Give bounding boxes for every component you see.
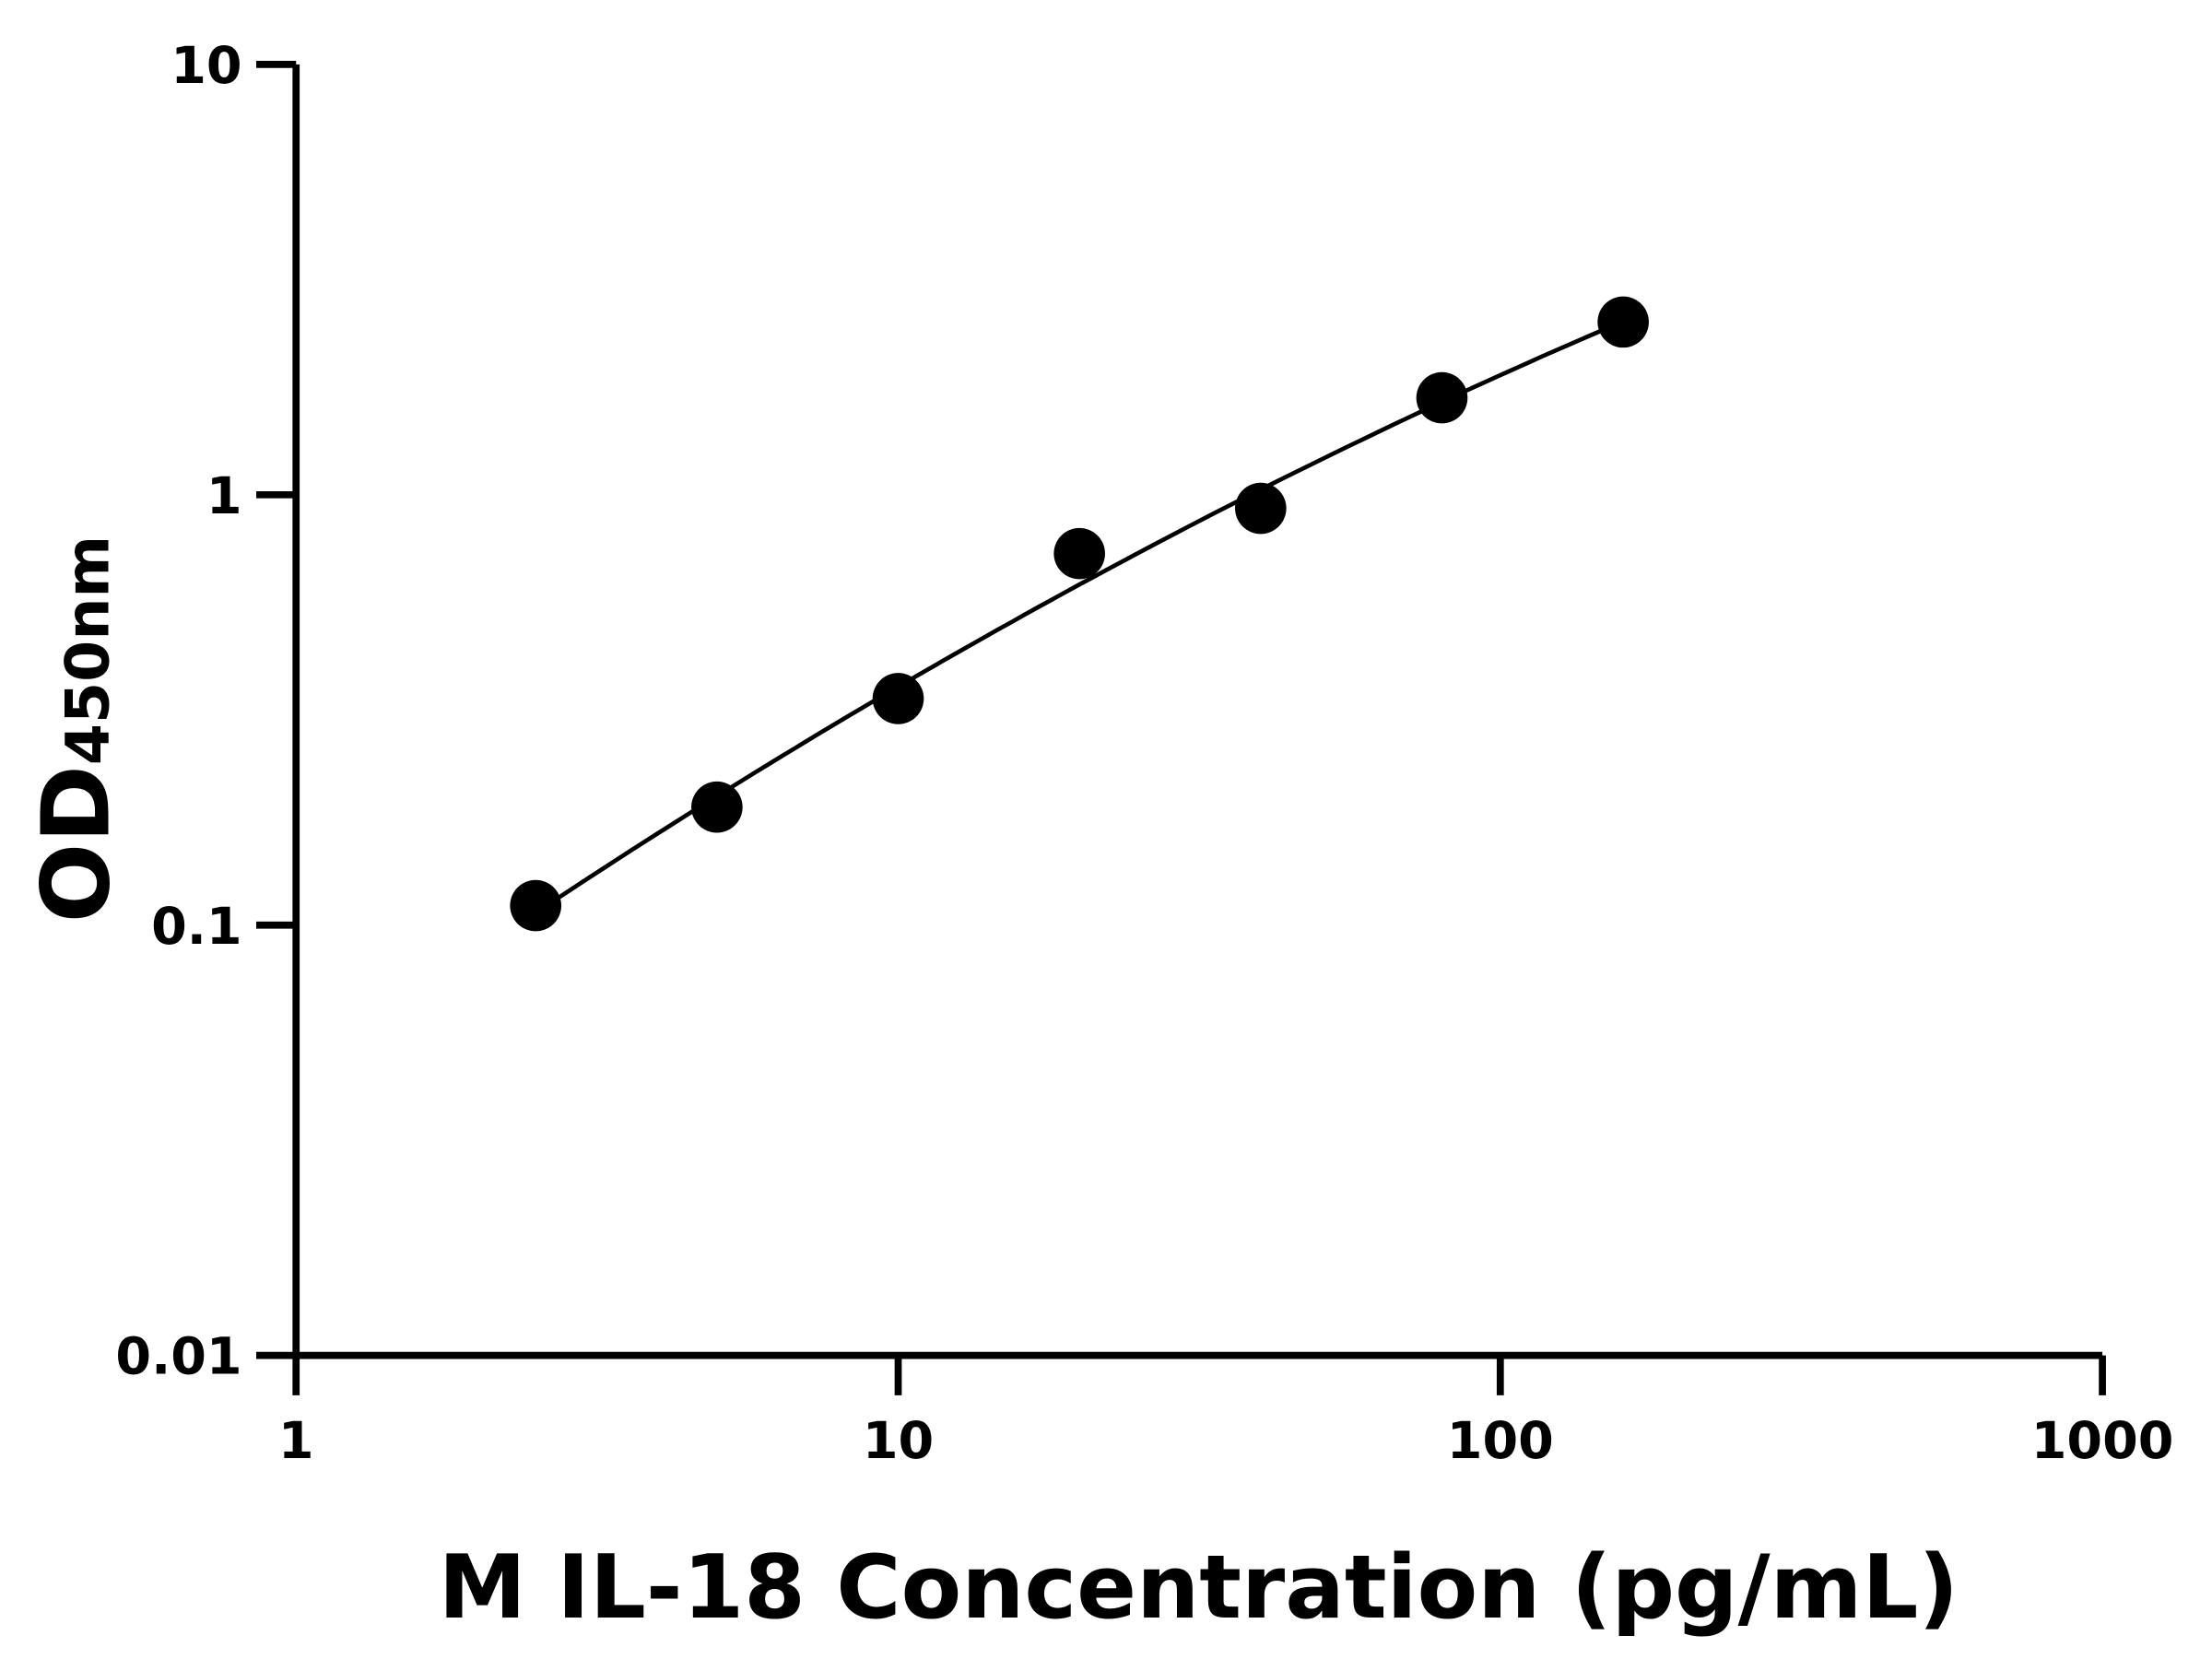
y-axis-label: OD450nm (21, 535, 131, 923)
data-point (691, 781, 743, 833)
y-axis-label-main: OD (21, 765, 131, 923)
data-point (510, 879, 562, 932)
y-tick-label: 0.01 (115, 1327, 241, 1387)
y-tick-label: 10 (171, 36, 241, 96)
data-point (1597, 296, 1649, 348)
y-axis-label-subscript: 450nm (53, 535, 123, 765)
data-points (510, 296, 1649, 932)
y-tick-label: 1 (206, 466, 242, 526)
x-tick-label: 1000 (2031, 1411, 2174, 1471)
x-tick-label: 1 (278, 1411, 314, 1471)
y-tick-label: 0.1 (151, 897, 241, 957)
x-tick-label: 100 (1447, 1411, 1554, 1471)
data-point (1235, 482, 1287, 535)
axes: 1 10 100 1000 0.01 0.1 1 10 (115, 36, 2173, 1471)
x-tick-label: 10 (863, 1411, 934, 1471)
data-point (1416, 371, 1468, 424)
x-axis-label: M IL-18 Concentration (pg/mL) (439, 1535, 1959, 1639)
data-point (1053, 527, 1105, 580)
data-point (872, 673, 924, 724)
